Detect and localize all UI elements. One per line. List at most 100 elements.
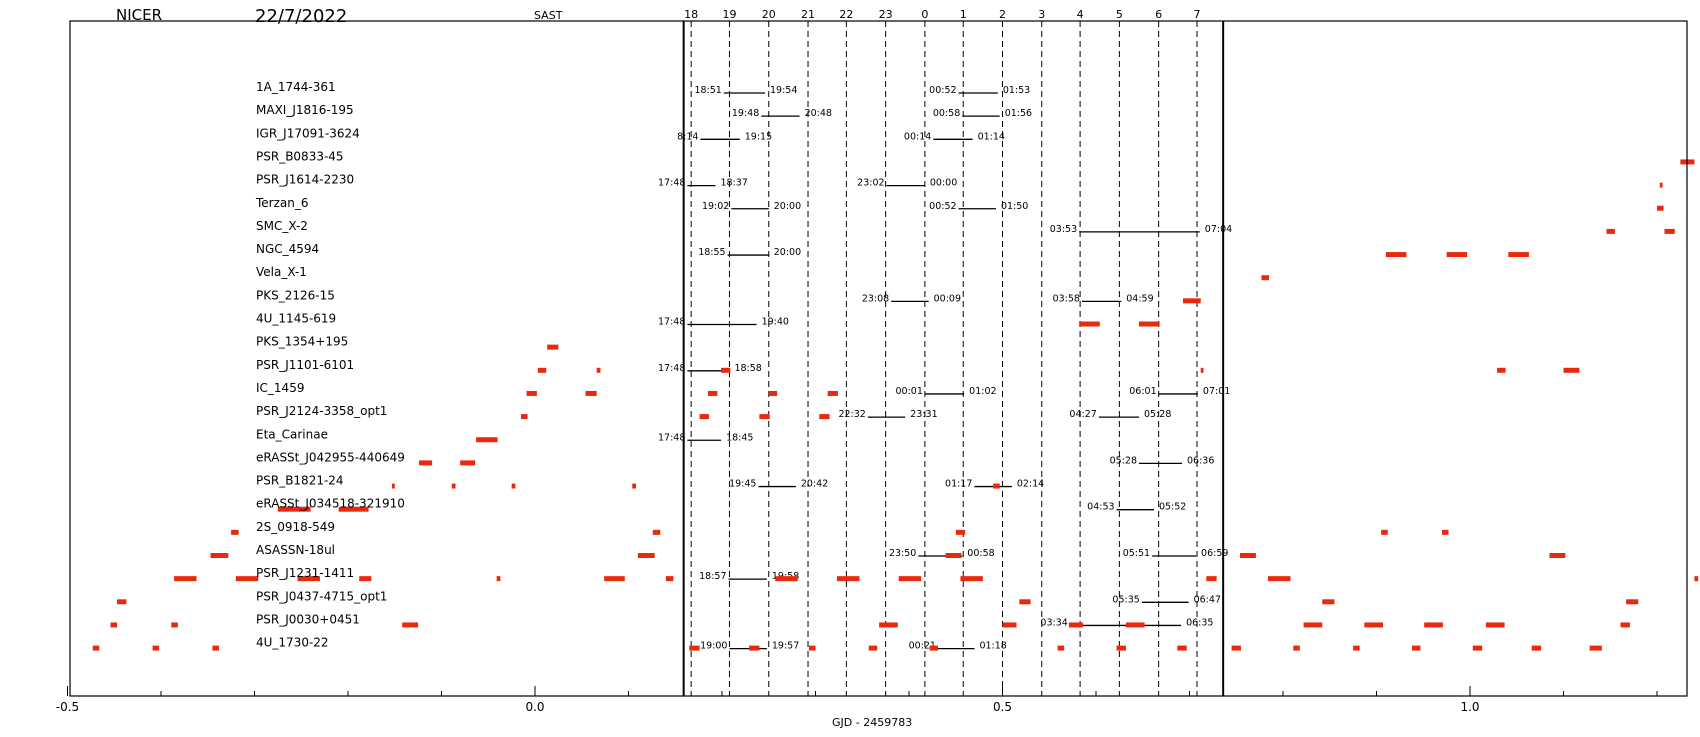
hour-label: 2	[999, 8, 1006, 21]
window-end-time: 00:09	[934, 293, 961, 304]
target-up-segment	[1694, 576, 1699, 582]
x-tick-label: 1.0	[1460, 700, 1479, 714]
window-end-time: 05:52	[1159, 502, 1186, 513]
hour-label: 1	[960, 8, 967, 21]
target-up-segment	[547, 344, 559, 350]
target-up-segment	[1531, 645, 1542, 651]
target-up-segment	[1200, 367, 1204, 373]
window-start-time: 00:21	[909, 641, 936, 652]
window-start-time: 05:35	[1112, 594, 1139, 605]
target-up-segment	[92, 645, 100, 651]
target-up-segment	[879, 622, 898, 628]
window-end-time: 01:14	[978, 131, 1005, 142]
window-end-time: 20:00	[774, 247, 801, 258]
target-name: eRASSt_J042955-440649	[256, 450, 405, 464]
target-up-segment	[1657, 205, 1664, 211]
target-up-segment	[1485, 622, 1505, 628]
target-names: 1A_1744-361 MAXI_J1816-195 IGR_J17091-3624…	[255, 80, 405, 650]
target-up-segment	[1068, 622, 1083, 628]
window-start-time: 22:32	[838, 409, 865, 420]
window-start-time: 8:14	[677, 131, 698, 142]
target-up-segment	[1659, 182, 1663, 188]
target-up-segment	[749, 645, 760, 651]
target-up-segment	[1364, 622, 1384, 628]
target-name: Terzan_6	[255, 196, 309, 210]
visibility-windows: 18:51 19:54 00:52 01:53 19:48 20:48 00:58 01:56…	[658, 85, 1232, 652]
target-up-segment	[652, 529, 661, 535]
target-up-segment	[338, 506, 369, 512]
window-end-time: 07:04	[1205, 224, 1232, 235]
hour-label: 4	[1077, 8, 1084, 21]
target-up-segment	[898, 576, 922, 582]
target-up-segment	[212, 645, 219, 651]
window-end-time: 00:00	[930, 178, 957, 189]
target-up-segment	[1385, 252, 1407, 258]
window-start-time: 19:02	[702, 201, 729, 212]
target-up-segment	[1446, 252, 1468, 258]
target-name: PSR_J0437-4715_opt1	[256, 589, 387, 603]
target-up-segment	[1231, 645, 1241, 651]
window-start-time: 00:58	[933, 108, 960, 119]
window-start-time: 23:02	[857, 178, 884, 189]
target-up-segment	[1412, 645, 1421, 651]
window-start-time: 05:28	[1110, 455, 1137, 466]
target-up-segment	[1293, 645, 1300, 651]
target-up-segment	[960, 576, 983, 582]
window-start-time: 05:51	[1123, 548, 1150, 559]
target-name: Eta_Carinae	[256, 427, 328, 441]
target-up-segment	[1322, 599, 1335, 605]
target-name: IGR_J17091-3624	[256, 126, 360, 140]
target-name: Vela_X-1	[256, 265, 307, 279]
target-up-segment	[460, 460, 476, 466]
target-up-segment	[476, 437, 498, 443]
window-start-time: 18:57	[699, 571, 726, 582]
target-up-segment	[297, 576, 320, 582]
hour-label: 3	[1038, 8, 1045, 21]
target-up-segment	[1606, 228, 1615, 234]
window-start-time: 04:53	[1087, 502, 1114, 513]
window-start-time: 23:50	[889, 548, 916, 559]
target-up-segments	[92, 159, 1699, 651]
target-up-segment	[171, 622, 178, 628]
target-name: PSR_B1821-24	[256, 474, 344, 488]
target-up-segment	[359, 576, 372, 582]
window-end-time: 23:31	[910, 409, 937, 420]
target-up-segment	[955, 529, 966, 535]
target-name: IC_1459	[256, 381, 304, 395]
window-end-time: 20:00	[774, 201, 801, 212]
target-up-segment	[1563, 367, 1580, 373]
window-start-time: 00:01	[896, 386, 923, 397]
window-end-time: 19:57	[772, 641, 799, 652]
window-end-time: 18:45	[726, 432, 753, 443]
target-up-segment	[1139, 321, 1160, 327]
target-up-segment	[768, 390, 778, 396]
target-up-segment	[604, 576, 625, 582]
target-up-segment	[1497, 367, 1506, 373]
target-up-segment	[596, 367, 601, 373]
window-start-time: 19:00	[700, 641, 727, 652]
window-start-time: 00:14	[904, 131, 931, 142]
target-name: PKS_2126-15	[256, 288, 335, 302]
window-start-time: 03:34	[1040, 617, 1067, 628]
window-start-time: 17:48	[658, 178, 685, 189]
target-up-segment	[1508, 252, 1529, 258]
target-up-segment	[1589, 645, 1602, 651]
target-up-segment	[391, 483, 395, 489]
hour-label: 18	[684, 8, 698, 21]
target-up-segment	[1353, 645, 1360, 651]
target-up-segment	[585, 390, 597, 396]
window-end-time: 20:42	[801, 479, 828, 490]
target-up-segment	[1019, 599, 1031, 605]
x-tick-label: -0.5	[56, 700, 79, 714]
instrument-label: NICER	[116, 6, 162, 24]
window-end-time: 19:40	[762, 317, 789, 328]
target-up-segment	[665, 576, 674, 582]
target-up-segment	[231, 529, 239, 535]
target-up-segment	[526, 390, 537, 396]
target-up-segment	[537, 367, 547, 373]
target-up-segment	[945, 553, 962, 558]
target-name: 1A_1744-361	[256, 80, 336, 94]
window-end-time: 02:14	[1017, 479, 1044, 490]
target-up-segment	[117, 599, 127, 605]
